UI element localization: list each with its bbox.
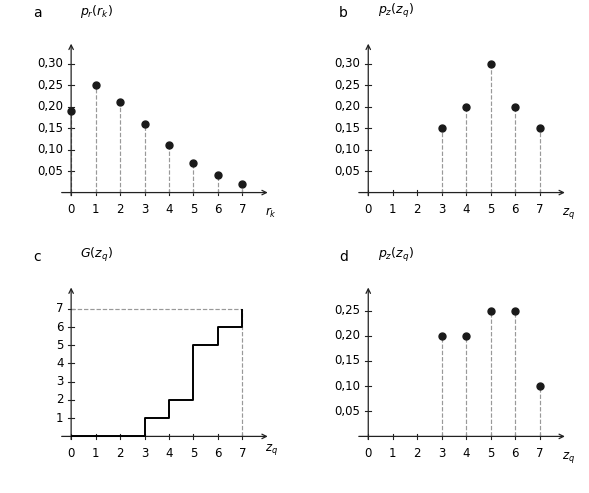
Text: 1: 1: [389, 203, 396, 216]
Text: 7: 7: [536, 447, 543, 459]
Text: b: b: [339, 6, 348, 20]
Text: 0,05: 0,05: [38, 165, 64, 177]
Text: 4: 4: [166, 447, 173, 459]
Text: 1: 1: [56, 412, 64, 424]
Text: 1: 1: [92, 203, 100, 216]
Text: 6: 6: [214, 447, 221, 459]
Text: 0,10: 0,10: [38, 143, 64, 156]
Text: 7: 7: [239, 447, 246, 459]
Text: $p_z(z_q)$: $p_z(z_q)$: [378, 2, 413, 20]
Text: 2: 2: [413, 447, 421, 459]
Text: 0: 0: [68, 447, 75, 459]
Text: 0,25: 0,25: [335, 304, 360, 317]
Text: 5: 5: [190, 447, 197, 459]
Text: 4: 4: [462, 447, 470, 459]
Text: $p_r(r_k)$: $p_r(r_k)$: [81, 3, 114, 20]
Text: 0,20: 0,20: [335, 329, 360, 342]
Text: 7: 7: [239, 203, 246, 216]
Text: $p_z(z_q)$: $p_z(z_q)$: [378, 246, 413, 264]
Text: 3: 3: [141, 447, 148, 459]
Text: 0,25: 0,25: [38, 79, 64, 92]
Text: d: d: [339, 250, 348, 264]
Text: 0,15: 0,15: [38, 122, 64, 135]
Text: 0,15: 0,15: [335, 122, 360, 135]
Text: 0: 0: [365, 447, 372, 459]
Text: 0,15: 0,15: [335, 354, 360, 367]
Text: 2: 2: [116, 203, 124, 216]
Text: a: a: [33, 6, 42, 20]
Text: 2: 2: [413, 203, 421, 216]
Text: 0: 0: [68, 203, 75, 216]
Text: 0: 0: [365, 203, 372, 216]
Text: 0,25: 0,25: [335, 79, 360, 92]
Text: $r_k$: $r_k$: [265, 206, 277, 220]
Text: 4: 4: [56, 357, 64, 370]
Text: 0,05: 0,05: [335, 405, 360, 418]
Text: 5: 5: [487, 447, 494, 459]
Text: 0,10: 0,10: [335, 380, 360, 392]
Text: 6: 6: [56, 320, 64, 334]
Text: $z_q$: $z_q$: [264, 442, 278, 457]
Text: $z_q$: $z_q$: [562, 206, 575, 221]
Text: 0,30: 0,30: [335, 57, 360, 70]
Text: 0,20: 0,20: [38, 100, 64, 113]
Text: 0,30: 0,30: [38, 57, 64, 70]
Text: 7: 7: [56, 302, 64, 316]
Text: 6: 6: [214, 203, 221, 216]
Text: 7: 7: [536, 203, 543, 216]
Text: 4: 4: [462, 203, 470, 216]
Text: c: c: [33, 250, 41, 264]
Text: 6: 6: [511, 203, 519, 216]
Text: 3: 3: [141, 203, 148, 216]
Text: 5: 5: [56, 339, 64, 352]
Text: 1: 1: [92, 447, 100, 459]
Text: 4: 4: [166, 203, 173, 216]
Text: $G(z_q)$: $G(z_q)$: [81, 246, 113, 264]
Text: 3: 3: [56, 375, 64, 388]
Text: 0,20: 0,20: [335, 100, 360, 113]
Text: 1: 1: [389, 447, 396, 459]
Text: $z_q$: $z_q$: [562, 450, 575, 464]
Text: 2: 2: [116, 447, 124, 459]
Text: 3: 3: [438, 447, 445, 459]
Text: 5: 5: [190, 203, 197, 216]
Text: 0,05: 0,05: [335, 165, 360, 177]
Text: 3: 3: [438, 203, 445, 216]
Text: 6: 6: [511, 447, 519, 459]
Text: 2: 2: [56, 393, 64, 406]
Text: 0,10: 0,10: [335, 143, 360, 156]
Text: 5: 5: [487, 203, 494, 216]
